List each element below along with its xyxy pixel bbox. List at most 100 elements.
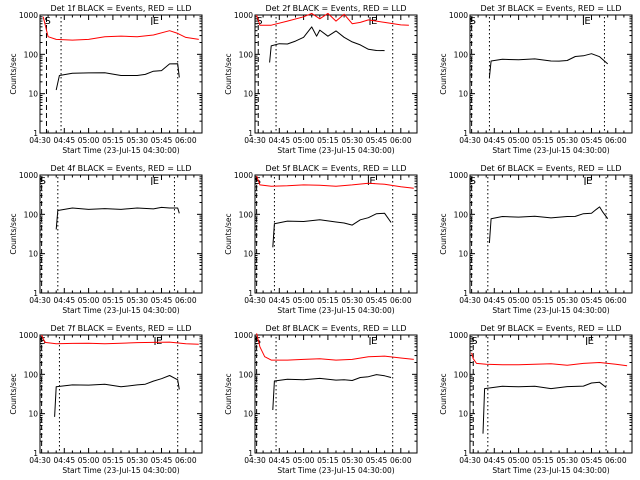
y-axis-label: Counts/sec	[224, 213, 233, 254]
y-tick-label: 100	[454, 210, 469, 219]
start-marker: S	[256, 16, 262, 27]
lld-series-line	[256, 333, 414, 361]
events-series-line	[272, 374, 392, 411]
y-tick-label: 1	[33, 289, 38, 298]
y-tick-label: 100	[454, 50, 469, 59]
x-tick-label: 06:00	[390, 136, 412, 145]
chart-title: Det 6f BLACK = Events, RED = LLD	[480, 164, 621, 173]
y-tick-label: 10	[243, 90, 253, 99]
y-tick-label: 10	[28, 90, 38, 99]
x-tick-label: 05:00	[293, 296, 315, 305]
x-tick-label: 05:30	[556, 296, 578, 305]
y-tick-label: 1000	[449, 331, 468, 340]
x-tick-label: 05:15	[317, 296, 339, 305]
x-tick-label: 04:45	[268, 296, 290, 305]
x-tick-label: 05:30	[341, 136, 363, 145]
x-tick-label: 04:45	[53, 296, 75, 305]
start-marker: S	[255, 336, 261, 347]
x-tick-label: 04:45	[268, 456, 290, 465]
y-tick-label: 1	[248, 129, 253, 138]
end-marker: E	[586, 176, 592, 187]
y-tick-label: 10	[243, 250, 253, 259]
y-tick-label: 100	[239, 50, 254, 59]
y-tick-label: 10	[243, 410, 253, 419]
x-tick-label: 04:45	[483, 456, 505, 465]
y-tick-label: 10	[458, 250, 468, 259]
chart-panel-6: Det 6f BLACK = Events, RED = LLD 1 10 100 10…	[439, 164, 633, 315]
x-tick-label: 05:00	[508, 136, 530, 145]
events-series-line	[272, 212, 392, 248]
x-tick-label: 04:45	[483, 136, 505, 145]
x-tick-label: 05:45	[151, 296, 173, 305]
start-marker: S	[44, 16, 50, 27]
events-series-line	[55, 206, 180, 230]
events-series-line	[269, 26, 385, 63]
y-tick-label: 1000	[449, 11, 468, 20]
y-tick-label: 10	[28, 410, 38, 419]
x-tick-label: 05:00	[78, 296, 100, 305]
x-tick-label: 04:30	[29, 136, 51, 145]
y-tick-label: 1	[463, 289, 468, 298]
x-axis-label: Start Time (23-Jul-15 04:30:00)	[62, 306, 179, 315]
x-axis-label: Start Time (23-Jul-15 04:30:00)	[492, 466, 609, 475]
x-tick-label: 05:15	[532, 296, 554, 305]
start-marker: S	[255, 176, 261, 187]
x-tick-label: 05:30	[556, 456, 578, 465]
end-marker: E	[156, 336, 162, 347]
x-tick-label: 06:00	[175, 136, 197, 145]
chart-panel-1: Det 1f BLACK = Events, RED = LLD 1 10 100 10…	[9, 4, 203, 155]
y-tick-label: 100	[24, 50, 39, 59]
x-tick-label: 05:15	[532, 136, 554, 145]
y-tick-label: 1000	[449, 171, 468, 180]
y-tick-label: 1	[463, 129, 468, 138]
chart-panel-7: Det 7f BLACK = Events, RED = LLD 1 10 100 10…	[9, 324, 203, 475]
chart-title: Det 8f BLACK = Events, RED = LLD	[265, 324, 406, 333]
chart-title: Det 9f BLACK = Events, RED = LLD	[480, 324, 621, 333]
x-tick-label: 06:00	[390, 456, 412, 465]
x-tick-label: 05:15	[102, 296, 124, 305]
x-axis-label: Start Time (23-Jul-15 04:30:00)	[62, 146, 179, 155]
x-axis-label: Start Time (23-Jul-15 04:30:00)	[277, 146, 394, 155]
y-tick-label: 10	[458, 410, 468, 419]
x-tick-label: 04:30	[29, 456, 51, 465]
x-tick-label: 06:00	[390, 296, 412, 305]
y-axis-label: Counts/sec	[439, 53, 448, 94]
plot-frame	[39, 174, 203, 294]
y-tick-label: 1000	[234, 331, 253, 340]
end-marker: E	[371, 16, 377, 27]
plot-frame	[469, 174, 633, 294]
chart-panel-4: Det 4f BLACK = Events, RED = LLD 1 10 100 10…	[9, 164, 203, 315]
y-tick-label: 1	[248, 449, 253, 458]
y-axis-label: Counts/sec	[439, 213, 448, 254]
x-tick-label: 06:00	[175, 456, 197, 465]
y-axis-label: Counts/sec	[224, 53, 233, 94]
x-tick-label: 05:45	[366, 136, 388, 145]
chart-title: Det 4f BLACK = Events, RED = LLD	[50, 164, 191, 173]
lld-series-line	[256, 175, 414, 189]
y-tick-label: 100	[454, 370, 469, 379]
events-series-line	[488, 206, 609, 244]
x-tick-label: 04:45	[53, 136, 75, 145]
x-axis-label: Start Time (23-Jul-15 04:30:00)	[492, 146, 609, 155]
y-tick-label: 1	[33, 449, 38, 458]
x-tick-label: 04:30	[244, 296, 266, 305]
chart-title: Det 2f BLACK = Events, RED = LLD	[265, 4, 406, 13]
x-axis-label: Start Time (23-Jul-15 04:30:00)	[62, 466, 179, 475]
x-tick-label: 05:00	[293, 456, 315, 465]
y-axis-label: Counts/sec	[439, 373, 448, 414]
x-axis-label: Start Time (23-Jul-15 04:30:00)	[492, 306, 609, 315]
x-tick-label: 05:15	[102, 456, 124, 465]
lld-series-line	[42, 16, 199, 41]
chart-panel-3: Det 3f BLACK = Events, RED = LLD 1 10 100 10…	[439, 4, 633, 155]
x-tick-label: 05:30	[126, 296, 148, 305]
y-axis-label: Counts/sec	[224, 373, 233, 414]
x-tick-label: 04:45	[53, 456, 75, 465]
x-tick-label: 05:15	[317, 456, 339, 465]
chart-panel-5: Det 5f BLACK = Events, RED = LLD 1 10 100 10…	[224, 164, 418, 315]
events-series-line	[55, 63, 180, 91]
x-tick-label: 05:45	[151, 136, 173, 145]
lld-series-line	[41, 334, 199, 345]
x-tick-label: 04:30	[459, 456, 481, 465]
x-tick-label: 05:45	[151, 456, 173, 465]
